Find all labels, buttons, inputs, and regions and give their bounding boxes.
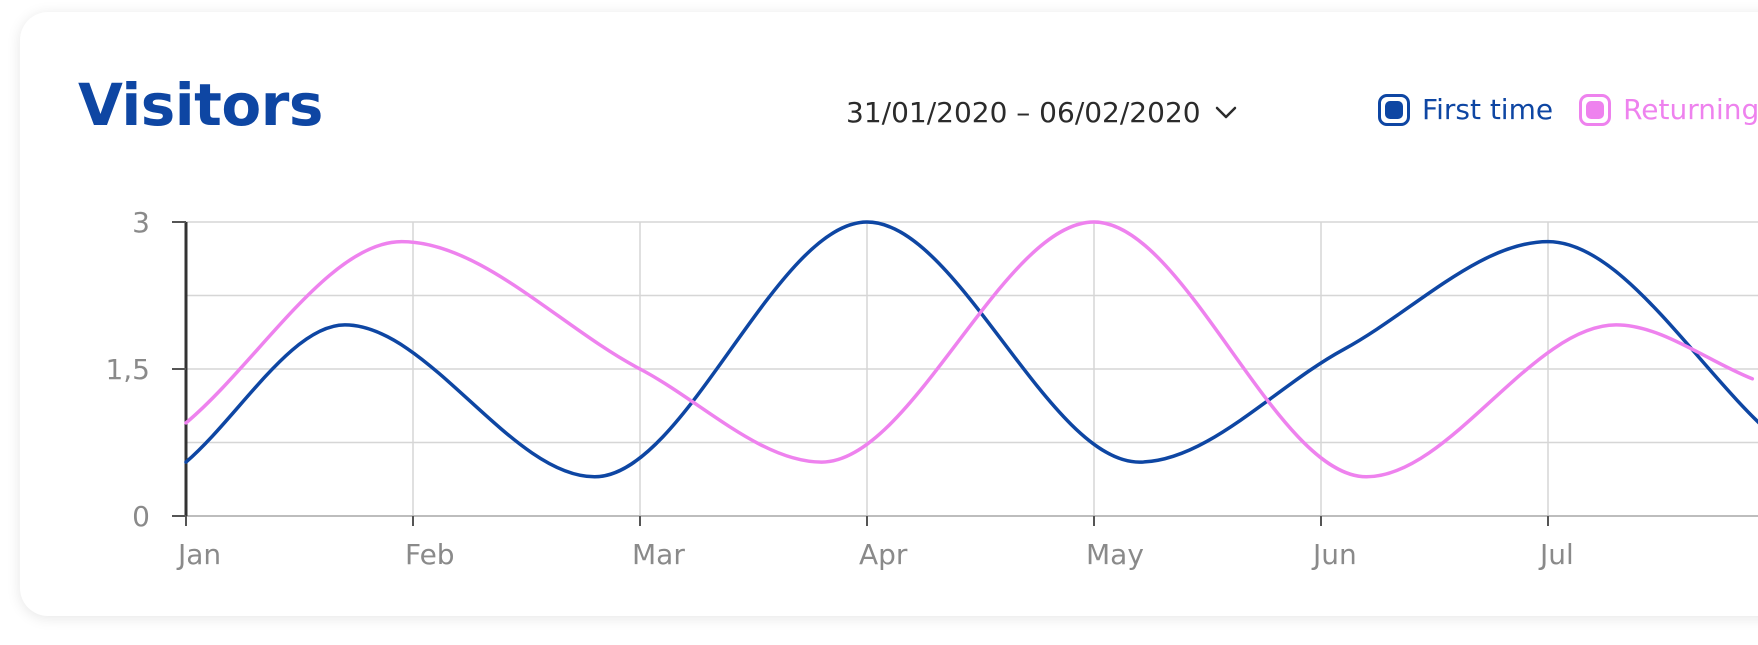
x-tick-label: Apr bbox=[859, 538, 908, 571]
y-tick-label: 0 bbox=[132, 500, 150, 533]
legend-label-first-time: First time bbox=[1422, 93, 1554, 126]
legend-swatch-returning bbox=[1579, 93, 1612, 126]
date-range-label: 31/01/2020 – 06/02/2020 bbox=[846, 96, 1201, 129]
y-tick-label: 1,5 bbox=[105, 353, 150, 386]
series-line-returning bbox=[184, 220, 1755, 479]
legend-item-returning[interactable]: Returning bbox=[1579, 93, 1758, 126]
x-tick-label: Mar bbox=[632, 538, 685, 571]
date-range-dropdown[interactable]: 31/01/2020 – 06/02/2020 bbox=[846, 96, 1237, 129]
x-tick-label: Jun bbox=[1311, 538, 1357, 571]
legend-item-first-time[interactable]: First time bbox=[1378, 93, 1553, 126]
y-tick-label: 3 bbox=[132, 206, 150, 239]
x-tick-label: May bbox=[1086, 538, 1144, 571]
legend-swatch-first-time bbox=[1378, 93, 1410, 126]
x-tick-label: Feb bbox=[405, 538, 455, 571]
x-tick-label: Jul bbox=[1538, 538, 1574, 571]
legend-label-returning: Returning bbox=[1623, 93, 1758, 126]
chart-legend: First time Returning bbox=[1378, 93, 1758, 126]
series-line-first-time bbox=[184, 220, 1758, 479]
chevron-down-icon bbox=[1215, 106, 1236, 118]
chart-title: Visitors bbox=[78, 71, 323, 139]
x-tick-label: Jan bbox=[176, 538, 221, 571]
